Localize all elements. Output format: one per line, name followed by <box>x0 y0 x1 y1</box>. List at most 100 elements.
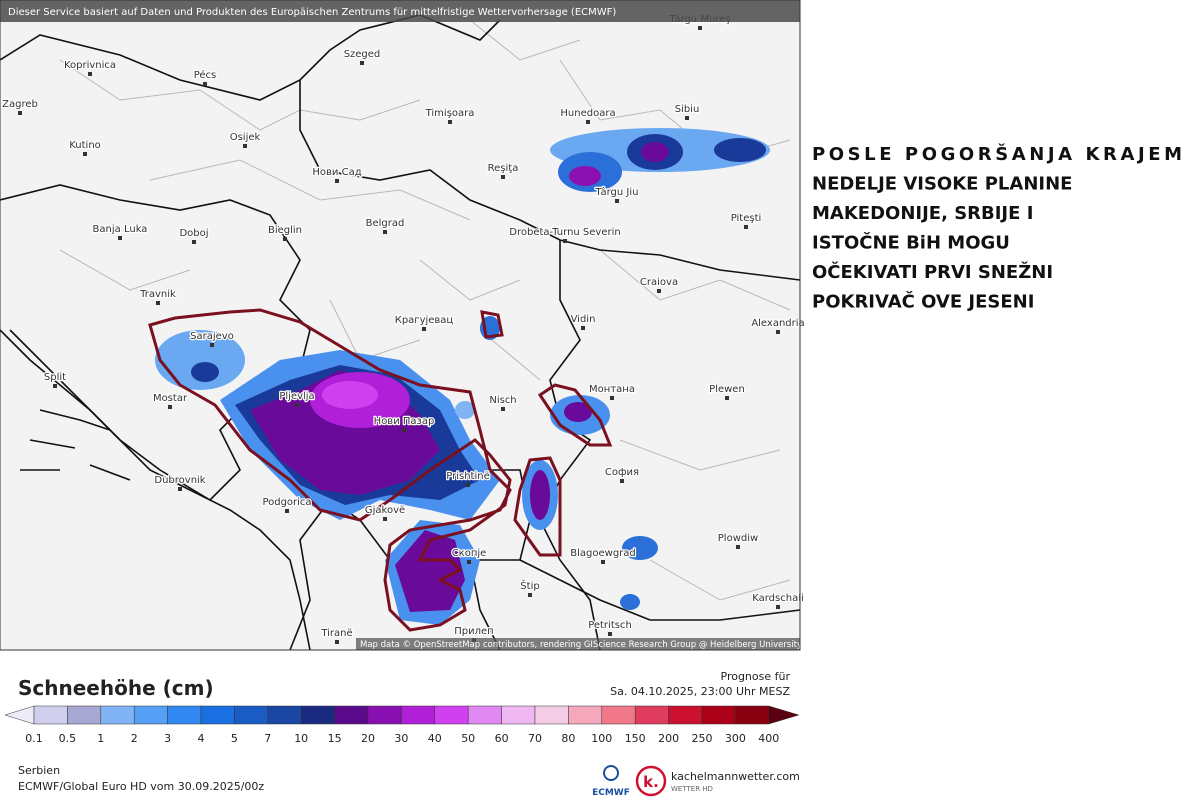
side-text-line: POSLE POGORŠANJA KRAJEM <box>812 143 1182 165</box>
city-label: Podgorica <box>262 497 311 508</box>
city-label: Nisch <box>489 395 516 406</box>
city-dot <box>402 428 406 432</box>
city-label: Szeged <box>344 49 381 60</box>
city-label: Hunedoara <box>560 108 615 119</box>
kachelmann-sub: WETTER HD <box>671 785 713 793</box>
city-dot <box>501 407 505 411</box>
colorbar-segment <box>668 705 703 725</box>
city-label: Mostar <box>153 393 188 404</box>
city-label: Blagoewgrad <box>570 548 636 559</box>
city-dot <box>776 605 780 609</box>
map: Târgu MureşKoprivnicaPécsSzegedZagrebOsi… <box>0 0 806 651</box>
colorbar-segment <box>467 705 502 725</box>
city-dot <box>601 560 605 564</box>
colorbar-segment <box>234 705 269 725</box>
city-label: Timişoara <box>425 108 475 119</box>
city-dot <box>210 343 214 347</box>
city-dot <box>610 396 614 400</box>
city-dot <box>685 116 689 120</box>
side-text-line: ISTOČNE BiH MOGU <box>812 232 1010 254</box>
header-bar <box>0 0 800 22</box>
coastline-part <box>0 329 311 651</box>
legend-title: Schneehöhe (cm) <box>18 676 214 700</box>
city-label: Pljevlja <box>279 391 314 402</box>
snow-shading-part <box>530 470 550 520</box>
city-dot <box>283 237 287 241</box>
colorbar-label: 80 <box>561 732 575 745</box>
map-frame <box>0 0 801 651</box>
side-text: POSLE POGORŠANJA KRAJEM NEDELJE VISOKE PL… <box>812 143 1182 313</box>
colorbar-label: 2 <box>131 732 138 745</box>
city-dot <box>615 199 619 203</box>
snow-shading-part <box>641 142 669 162</box>
city-label: Gjakovë <box>365 505 405 516</box>
snow-shading-part <box>455 401 475 419</box>
city-label: Alexandria <box>751 318 804 329</box>
snow-shading-part <box>622 536 658 560</box>
snow-contours-part <box>537 383 613 447</box>
snow-contours-part <box>480 310 504 339</box>
city-dot <box>203 82 207 86</box>
city-dot <box>360 61 364 65</box>
colorbar-segment <box>67 705 102 725</box>
colorbar-over <box>768 705 800 725</box>
colorbar-segment <box>434 705 469 725</box>
snow-shading-part <box>569 166 601 186</box>
model-run: ECMWF/Global Euro HD vom 30.09.2025/00z <box>18 780 264 793</box>
colorbar-segment <box>267 705 302 725</box>
city-label: Craiova <box>640 277 678 288</box>
city-dot <box>243 144 247 148</box>
city-dot <box>335 179 339 183</box>
city-label: Kardschali <box>752 593 804 604</box>
city-label: Bieglin <box>268 225 302 236</box>
city-label: Нови Сад <box>312 167 361 178</box>
city-label: Banja Luka <box>93 224 148 235</box>
colorbar-segment <box>401 705 436 725</box>
city-dot <box>83 152 87 156</box>
city-dot <box>586 120 590 124</box>
city-label: Plewen <box>709 384 745 395</box>
city-dot <box>698 26 702 30</box>
snow-shading-part <box>155 330 245 390</box>
city-label: Крагујевац <box>395 314 454 326</box>
city-label: Piteşti <box>731 213 762 224</box>
colorbar-label: 30 <box>394 732 408 745</box>
city-label: Монтана <box>589 384 635 395</box>
snow-contours-part <box>148 308 512 632</box>
legend: Schneehöhe (cm) Prognose für Sa. 04.10.2… <box>4 670 800 793</box>
country-borders-part <box>329 439 531 561</box>
snow-shading-part <box>620 594 640 610</box>
snow-contours <box>148 308 613 632</box>
colorbar-label: 20 <box>361 732 375 745</box>
city-dot <box>335 640 339 644</box>
snow-shading-part <box>191 362 219 382</box>
city-label: Koprivnica <box>64 60 116 71</box>
side-text-line: MAKEDONIJE, SRBIJE I <box>812 203 1033 224</box>
city-dot <box>744 225 748 229</box>
colorbar-label: 3 <box>164 732 171 745</box>
city-dot <box>725 396 729 400</box>
map-background <box>0 0 800 650</box>
side-text-line: NEDELJE VISOKE PLANINE <box>812 174 1072 195</box>
colorbar-label: 40 <box>428 732 442 745</box>
city-dot <box>608 632 612 636</box>
attribution: Dieser Service basiert auf Daten und Pro… <box>8 7 616 18</box>
colorbar-label: 60 <box>495 732 509 745</box>
side-text-line: POKRIVAČ OVE JESENI <box>812 291 1034 313</box>
city-dot <box>466 483 470 487</box>
colorbar-segment <box>133 705 168 725</box>
city-dot <box>776 330 780 334</box>
side-text-line: OČEKIVATI PRVI SNEŽNI <box>812 261 1053 283</box>
colorbar-label: 400 <box>758 732 779 745</box>
colorbar-label: 200 <box>658 732 679 745</box>
city-label: Скопје <box>452 547 487 559</box>
colorbar: 0.1 0.5 1 2 3 4 5 7 10 15 20 30 40 50 60 70 80 100 150 200 2… <box>4 705 800 745</box>
colorbar-label: 50 <box>461 732 475 745</box>
snow-shading-part <box>564 402 592 422</box>
city-dot <box>53 384 57 388</box>
city-label: Reşiţa <box>488 163 519 174</box>
city-dot <box>156 301 160 305</box>
logos: ECMWF k. kachelmannwetter.com WETTER HD <box>592 765 800 798</box>
colorbar-label: 10 <box>294 732 308 745</box>
